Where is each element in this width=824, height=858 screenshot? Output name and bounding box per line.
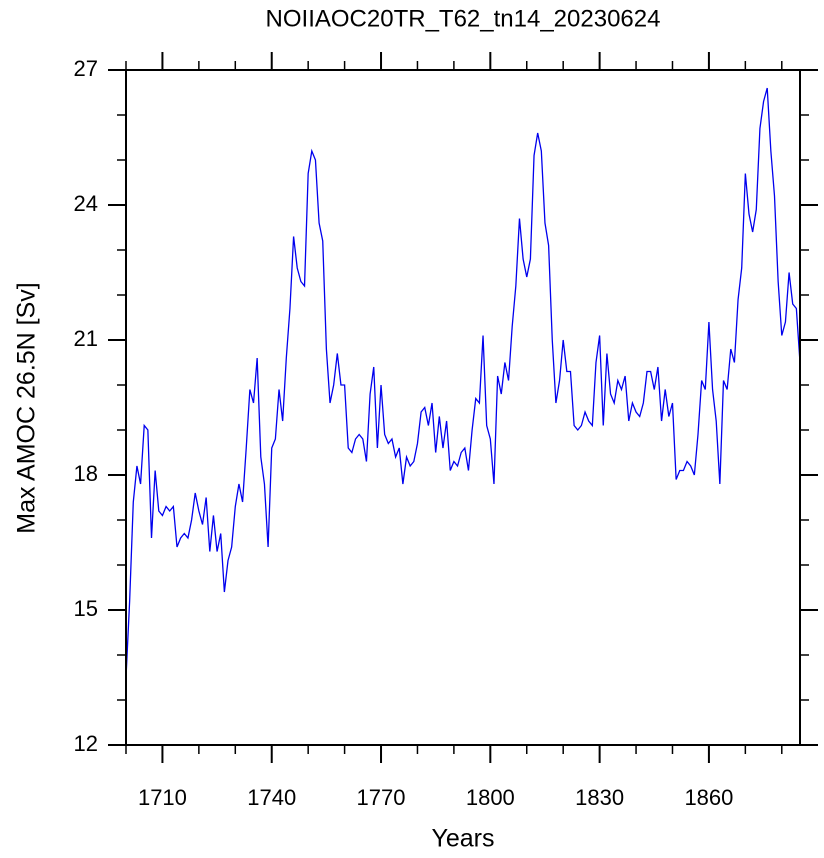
x-tick-label: 1710 (138, 785, 187, 810)
x-tick-label: 1800 (466, 785, 515, 810)
plot-frame (125, 69, 801, 746)
y-axis-label: Max AMOC 26.5N [Sv] (13, 282, 41, 533)
x-tick-label: 1770 (357, 785, 406, 810)
y-tick-label: 21 (74, 326, 98, 351)
chart-title: NOIIAOC20TR_T62_tn14_20230624 (266, 5, 661, 32)
y-tick-label: 15 (74, 596, 98, 621)
y-tick-label: 18 (74, 461, 98, 486)
x-tick-label: 1860 (684, 785, 733, 810)
y-tick-label: 27 (74, 56, 98, 81)
x-tick-label: 1740 (247, 785, 296, 810)
data-line (125, 87, 801, 678)
x-axis-label: Years (431, 825, 494, 853)
x-tick-label: 1830 (575, 785, 624, 810)
y-tick-label: 12 (74, 731, 98, 756)
y-tick-label: 24 (74, 191, 98, 216)
